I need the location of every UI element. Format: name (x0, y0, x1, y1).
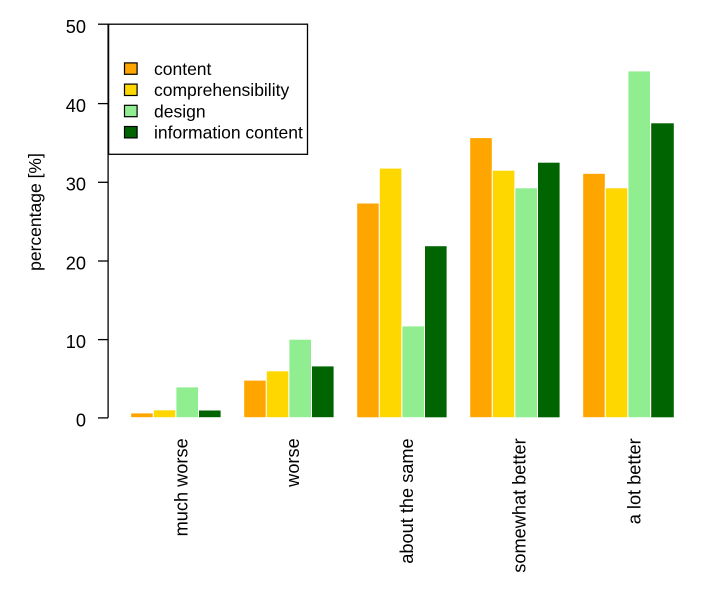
svg-text:50: 50 (66, 17, 86, 37)
svg-text:percentage [%]: percentage [%] (25, 153, 45, 271)
svg-text:worse: worse (283, 438, 303, 488)
svg-text:somewhat better: somewhat better (509, 438, 529, 572)
svg-text:comprehensibility: comprehensibility (154, 80, 289, 100)
svg-text:content: content (154, 59, 212, 79)
svg-text:much worse: much worse (172, 438, 192, 536)
svg-text:about the same: about the same (397, 438, 417, 563)
svg-text:a lot better: a lot better (625, 438, 645, 524)
svg-text:20: 20 (66, 253, 86, 273)
svg-text:30: 30 (66, 175, 86, 195)
svg-text:information content: information content (154, 123, 303, 143)
svg-text:0: 0 (76, 410, 86, 430)
svg-text:design: design (154, 102, 206, 122)
svg-text:10: 10 (66, 332, 86, 352)
svg-text:40: 40 (66, 96, 86, 116)
